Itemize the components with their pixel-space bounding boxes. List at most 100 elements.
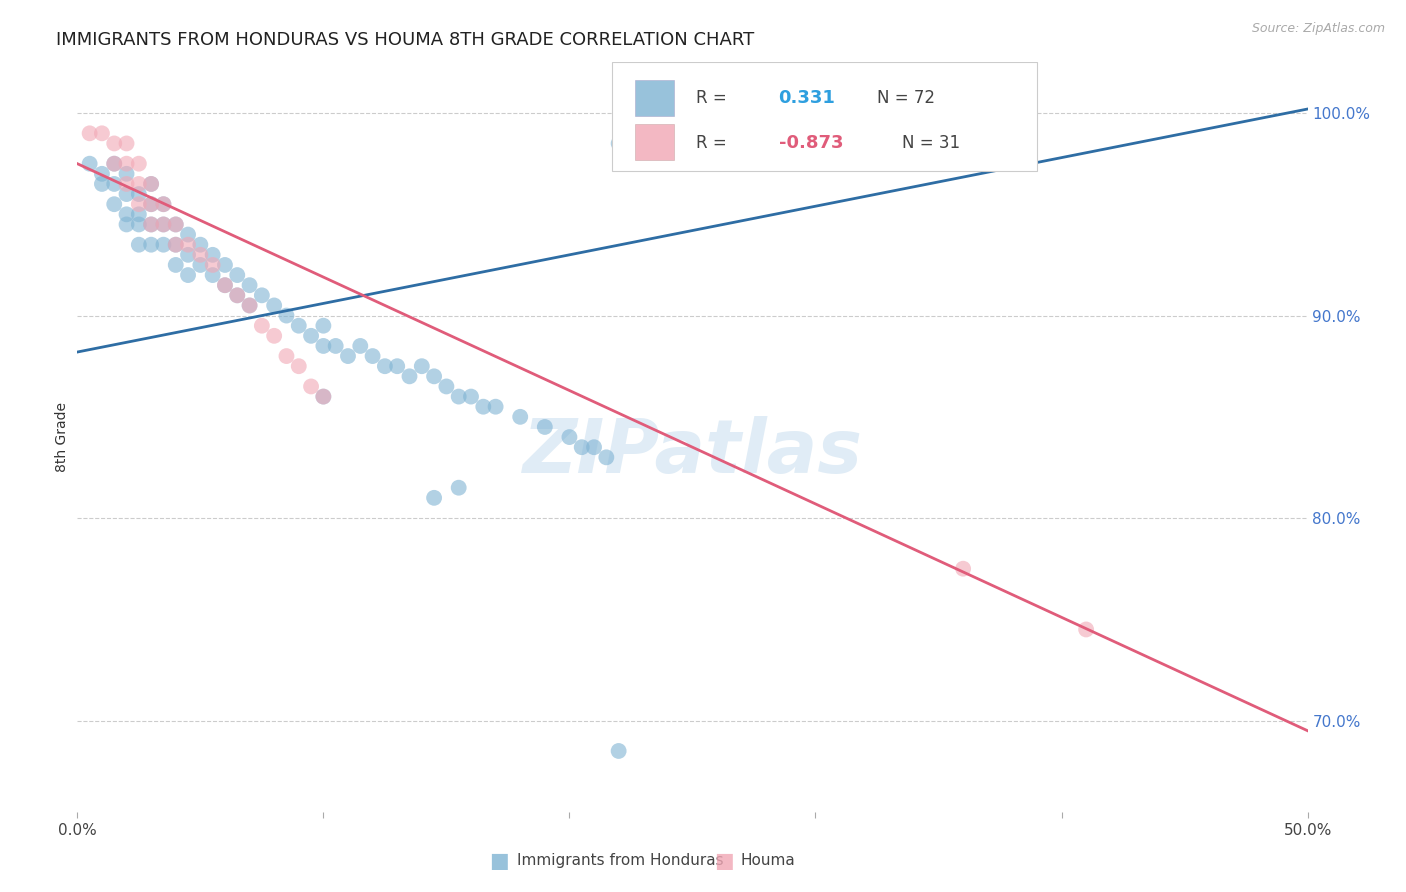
Point (312, 339, 335, 353)
Text: ■: ■ (489, 851, 509, 871)
Point (201, 248, 224, 262)
Point (239, 298, 262, 312)
Point (644, 136, 666, 151)
Point (190, 258, 212, 272)
Point (312, 390, 335, 404)
Point (288, 359, 311, 374)
Text: N = 31: N = 31 (901, 134, 960, 152)
Point (792, 136, 814, 151)
Point (607, 744, 630, 758)
Point (361, 349, 384, 363)
Point (472, 400, 495, 414)
Point (152, 237, 174, 252)
Point (128, 218, 150, 232)
Point (201, 268, 224, 282)
Point (152, 218, 174, 232)
Point (349, 339, 371, 353)
Point (79, 126, 101, 140)
FancyBboxPatch shape (634, 79, 673, 116)
Point (115, 177, 138, 191)
Point (141, 237, 163, 252)
Point (436, 379, 458, 393)
Point (103, 157, 125, 171)
Point (128, 187, 150, 202)
Point (374, 359, 396, 374)
Point (558, 430, 581, 444)
Text: Houma: Houma (741, 854, 796, 868)
Point (239, 278, 262, 293)
Point (337, 349, 360, 363)
Point (398, 369, 420, 384)
Point (250, 318, 273, 333)
Point (325, 339, 347, 353)
Point (423, 491, 446, 505)
Point (152, 218, 174, 232)
Point (115, 187, 138, 202)
Point (152, 197, 174, 211)
Point (165, 237, 187, 252)
Point (423, 369, 446, 384)
FancyBboxPatch shape (634, 124, 673, 160)
Point (177, 248, 200, 262)
Point (571, 440, 593, 454)
Point (141, 177, 163, 191)
Point (103, 197, 125, 211)
Point (103, 157, 125, 171)
Point (485, 400, 508, 414)
Point (128, 237, 150, 252)
Point (226, 288, 249, 302)
Text: Source: ZipAtlas.com: Source: ZipAtlas.com (1251, 22, 1385, 36)
Text: Immigrants from Honduras: Immigrants from Honduras (517, 854, 724, 868)
Point (460, 390, 482, 404)
Point (103, 177, 125, 191)
Point (447, 390, 470, 404)
Point (115, 157, 138, 171)
Point (177, 237, 200, 252)
Point (583, 440, 606, 454)
Text: ■: ■ (714, 851, 734, 871)
Point (115, 136, 138, 151)
Point (1076, 623, 1098, 637)
Point (250, 288, 273, 302)
Point (165, 218, 187, 232)
Point (165, 258, 187, 272)
Point (128, 197, 150, 211)
Point (141, 218, 163, 232)
Point (276, 309, 298, 323)
Text: R =: R = (696, 134, 733, 152)
Point (177, 268, 200, 282)
Text: 0.331: 0.331 (779, 89, 835, 107)
Text: -0.873: -0.873 (779, 134, 844, 152)
Point (263, 298, 285, 312)
Point (288, 318, 311, 333)
Point (411, 359, 433, 374)
Point (693, 136, 716, 151)
Point (226, 268, 249, 282)
FancyBboxPatch shape (613, 62, 1038, 171)
Point (103, 136, 125, 151)
Point (312, 318, 335, 333)
Point (201, 258, 224, 272)
Point (165, 218, 187, 232)
Point (226, 288, 249, 302)
Point (509, 409, 531, 424)
Point (214, 278, 236, 293)
Point (128, 207, 150, 221)
Point (152, 197, 174, 211)
Point (190, 237, 212, 252)
Point (115, 167, 138, 181)
Point (90, 167, 114, 181)
Text: IMMIGRANTS FROM HONDURAS VS HOUMA 8TH GRADE CORRELATION CHART: IMMIGRANTS FROM HONDURAS VS HOUMA 8TH GR… (56, 31, 755, 49)
Point (141, 177, 163, 191)
Point (387, 359, 409, 374)
Y-axis label: 8th Grade: 8th Grade (55, 402, 69, 472)
Point (128, 157, 150, 171)
Point (141, 218, 163, 232)
Point (115, 207, 138, 221)
Point (299, 379, 322, 393)
Point (299, 328, 322, 343)
Point (263, 328, 285, 343)
Point (447, 481, 470, 495)
Point (165, 237, 187, 252)
Point (177, 227, 200, 242)
